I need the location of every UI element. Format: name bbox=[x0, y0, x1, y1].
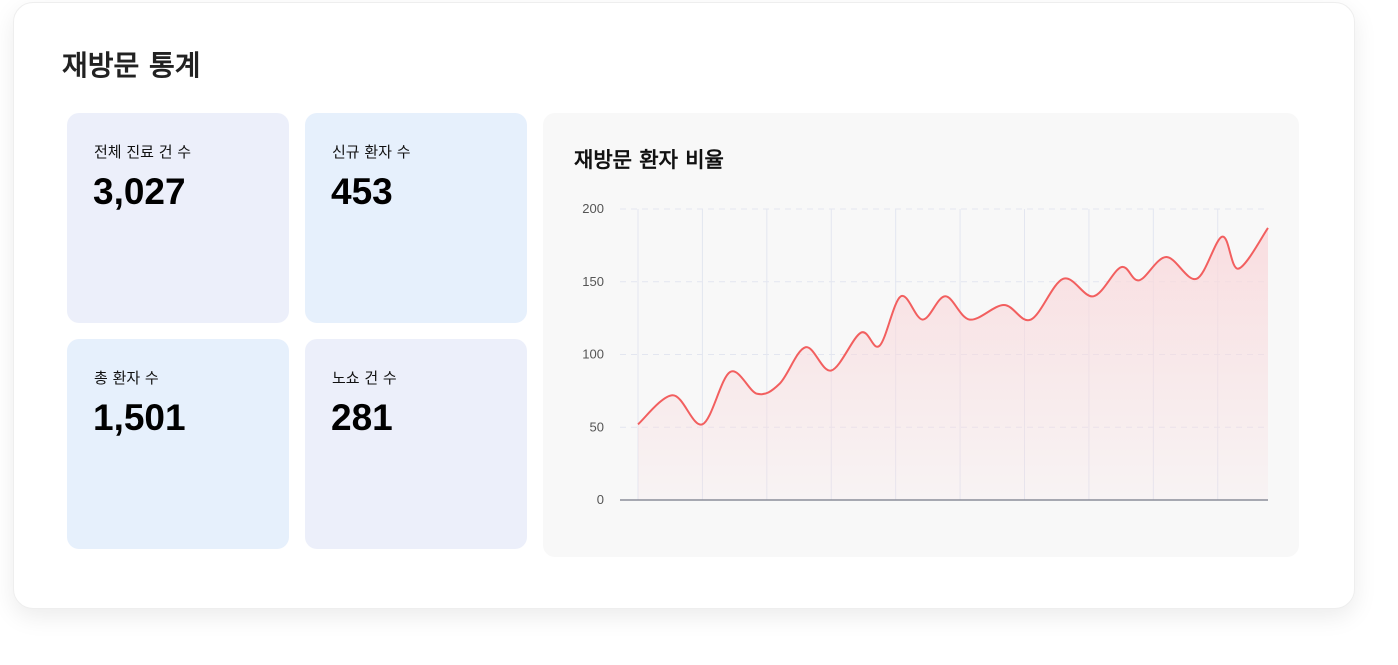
revisit-chart-card: 재방문 환자 비율 0 50 100 150 200 bbox=[543, 113, 1299, 557]
stat-label: 노쇼 건 수 bbox=[332, 369, 397, 387]
y-tick-label: 200 bbox=[582, 201, 604, 216]
y-tick-label: 50 bbox=[590, 419, 604, 434]
stat-value: 453 bbox=[331, 171, 393, 212]
stat-card-total-visits: 전체 진료 건 수 3,027 bbox=[67, 113, 289, 323]
y-tick-label: 150 bbox=[582, 274, 604, 289]
stat-card-no-shows: 노쇼 건 수 281 bbox=[305, 339, 527, 549]
page-title: 재방문 통계 bbox=[62, 49, 201, 82]
stat-label: 전체 진료 건 수 bbox=[94, 143, 192, 161]
revisit-chart: 0 50 100 150 200 bbox=[582, 201, 1269, 507]
stat-value: 281 bbox=[331, 397, 393, 438]
stat-value: 3,027 bbox=[93, 171, 186, 212]
stat-card-new-patients: 신규 환자 수 453 bbox=[305, 113, 527, 323]
y-tick-label: 100 bbox=[582, 347, 604, 362]
y-tick-label: 0 bbox=[597, 492, 604, 507]
series-line bbox=[637, 227, 1269, 426]
chart-title: 재방문 환자 비율 bbox=[574, 148, 724, 172]
area-fill bbox=[638, 227, 1268, 500]
stat-label: 총 환자 수 bbox=[94, 369, 159, 387]
stat-card-total-patients: 총 환자 수 1,501 bbox=[67, 339, 289, 549]
stat-label: 신규 환자 수 bbox=[332, 143, 411, 161]
stat-value: 1,501 bbox=[93, 397, 186, 438]
